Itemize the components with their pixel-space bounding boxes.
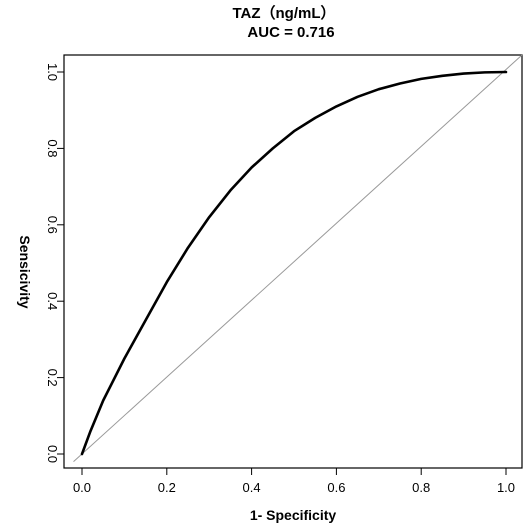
x-tick-label: 0.8	[412, 480, 430, 495]
y-tick-label: 0.6	[45, 216, 60, 234]
x-tick-label: 1.0	[497, 480, 515, 495]
plot-frame	[63, 54, 523, 469]
y-tick-label: 0.8	[45, 139, 60, 157]
y-tick-label: 0.4	[45, 292, 60, 310]
y-axis-label: Sensicivity	[17, 235, 33, 308]
y-tick-label: 0.2	[45, 369, 60, 387]
x-tick-label: 0.2	[158, 480, 176, 495]
series-layer	[73, 54, 523, 463]
x-tick-label: 0.6	[327, 480, 345, 495]
roc-curve-line	[80, 70, 508, 456]
x-axis-label: 1- Specificity	[250, 507, 337, 523]
y-axis-ticks: 0.0 0.2 0.4 0.6 0.8 1.0	[45, 63, 64, 463]
x-axis-ticks: 0.0 0.2 0.4 0.6 0.8 1.0	[73, 468, 515, 495]
chart-subtitle: AUC = 0.716	[247, 24, 334, 41]
x-tick-label: 0.0	[73, 480, 91, 495]
y-tick-label: 1.0	[45, 63, 60, 81]
y-tick-label: 0.0	[45, 445, 60, 463]
x-tick-label: 0.4	[243, 480, 261, 495]
chart-title: TAZ（ng/mL）	[232, 4, 335, 22]
reference-diagonal-line	[73, 54, 523, 463]
